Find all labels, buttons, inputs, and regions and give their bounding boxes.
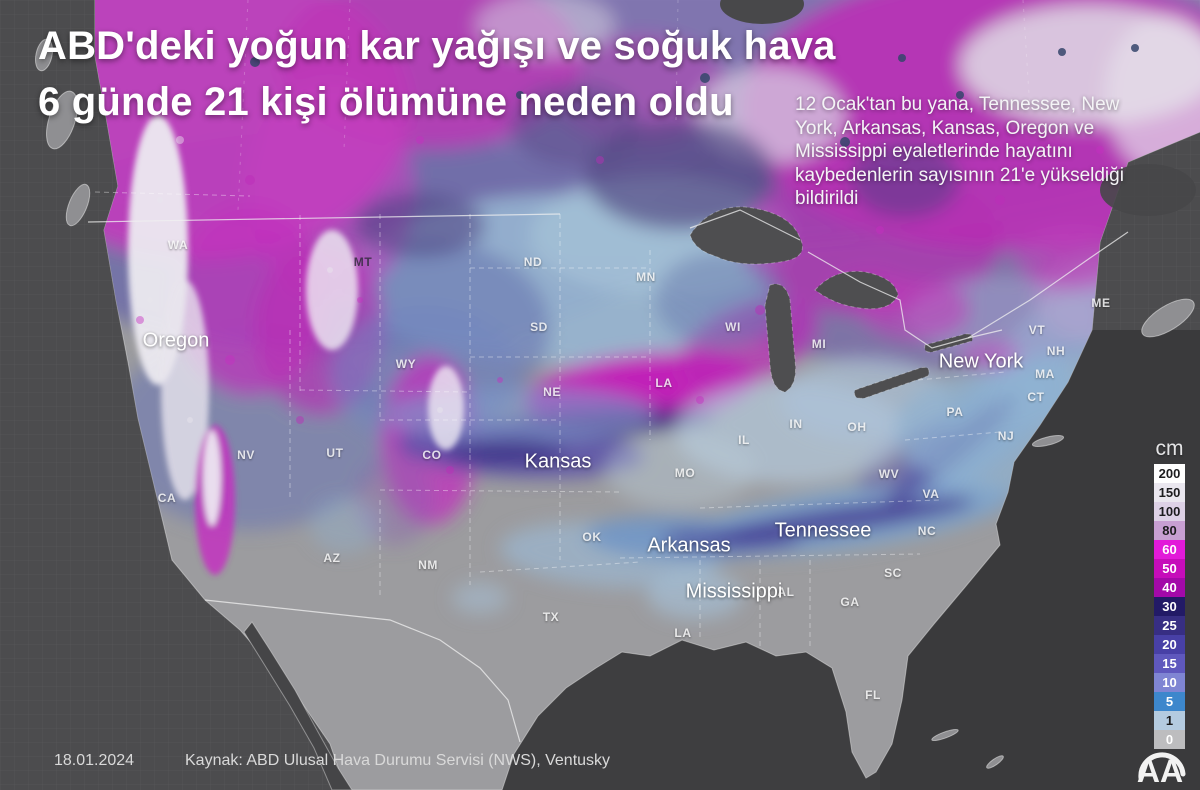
legend-cell-0: 0 (1154, 730, 1185, 749)
legend-scale: 200 150 100 80 60 50 40 30 25 20 15 10 5 1 0 (1154, 464, 1185, 749)
state-label-ne: NE (543, 385, 561, 399)
legend-cell-80: 80 (1154, 521, 1185, 540)
state-label-la: LA (655, 376, 673, 390)
legend-cell-150: 150 (1154, 483, 1185, 502)
state-label-oh: OH (847, 420, 867, 434)
state-label-la: LA (674, 626, 692, 640)
state-label-co: CO (422, 448, 442, 462)
legend-cell-5: 5 (1154, 692, 1185, 711)
state-label-va: VA (922, 487, 940, 501)
state-label-ca: CA (157, 491, 177, 505)
state-label-me: ME (1091, 296, 1111, 310)
state-label-wv: WV (878, 467, 900, 481)
place-label-mississippi: Mississippi (685, 580, 783, 603)
state-label-nc: NC (917, 524, 937, 538)
state-label-al: AL (777, 585, 795, 599)
state-label-wa: WA (167, 238, 189, 252)
state-label-nj: NJ (997, 429, 1015, 443)
state-label-nd: ND (523, 255, 543, 269)
snow-depth-legend: cm 200 150 100 80 60 50 40 30 25 20 15 10 5 1 0 (1154, 436, 1185, 749)
state-label-il: IL (738, 433, 750, 447)
place-label-kansas: Kansas (524, 450, 592, 473)
headline-line2: 6 günde 21 kişi ölümüne neden oldu (38, 80, 734, 124)
place-label-tennessee: Tennessee (774, 519, 872, 542)
state-label-ct: CT (1027, 390, 1045, 404)
state-label-mi: MI (811, 337, 827, 351)
state-label-ma: MA (1035, 367, 1055, 381)
legend-unit-label: cm (1155, 437, 1184, 460)
state-label-wy: WY (395, 357, 417, 371)
state-label-pa: PA (946, 405, 964, 419)
aa-logo: AA (1128, 732, 1192, 789)
aa-logo-graphic: AA (1137, 752, 1186, 789)
headline-line1: ABD'deki yoğun kar yağışı ve soğuk hava (38, 24, 836, 68)
place-label-arkansas: Arkansas (647, 534, 731, 557)
state-label-ok: OK (582, 530, 602, 544)
state-label-mo: MO (674, 466, 696, 480)
state-label-vt: VT (1028, 323, 1046, 337)
state-label-in: IN (789, 417, 803, 431)
legend-cell-40: 40 (1154, 578, 1185, 597)
legend-cell-10: 10 (1154, 673, 1185, 692)
state-label-sd: SD (530, 320, 548, 334)
state-label-sc: SC (884, 566, 902, 580)
legend-cell-60: 60 (1154, 540, 1185, 559)
state-label-nv: NV (237, 448, 255, 462)
state-label-az: AZ (323, 551, 341, 565)
state-label-nm: NM (418, 558, 438, 572)
legend-cell-15: 15 (1154, 654, 1185, 673)
state-label-nh: NH (1046, 344, 1066, 358)
headline: ABD'deki yoğun kar yağışı ve soğuk hava … (38, 18, 836, 130)
legend-cell-1: 1 (1154, 711, 1185, 730)
date-label: 18.01.2024 (54, 752, 135, 769)
place-label-new-york: New York (938, 350, 1024, 373)
state-label-mn: MN (636, 270, 656, 284)
place-label-oregon: Oregon (142, 329, 210, 352)
source-label: Kaynak: ABD Ulusal Hava Durumu Servisi (… (185, 752, 611, 769)
legend-cell-30: 30 (1154, 597, 1185, 616)
state-label-wi: WI (725, 320, 741, 334)
legend-cell-200: 200 (1154, 464, 1185, 483)
state-label-mt: MT (353, 255, 373, 269)
state-label-fl: FL (865, 688, 881, 702)
legend-cell-20: 20 (1154, 635, 1185, 654)
legend-cell-100: 100 (1154, 502, 1185, 521)
legend-cell-50: 50 (1154, 559, 1185, 578)
subtitle: 12 Ocak'tan bu yana, Tennessee, New York… (795, 94, 1124, 209)
state-label-tx: TX (542, 610, 560, 624)
aa-logo-text: AA (1137, 753, 1183, 788)
state-label-ut: UT (326, 446, 344, 460)
state-label-ga: GA (840, 595, 860, 609)
legend-cell-25: 25 (1154, 616, 1185, 635)
